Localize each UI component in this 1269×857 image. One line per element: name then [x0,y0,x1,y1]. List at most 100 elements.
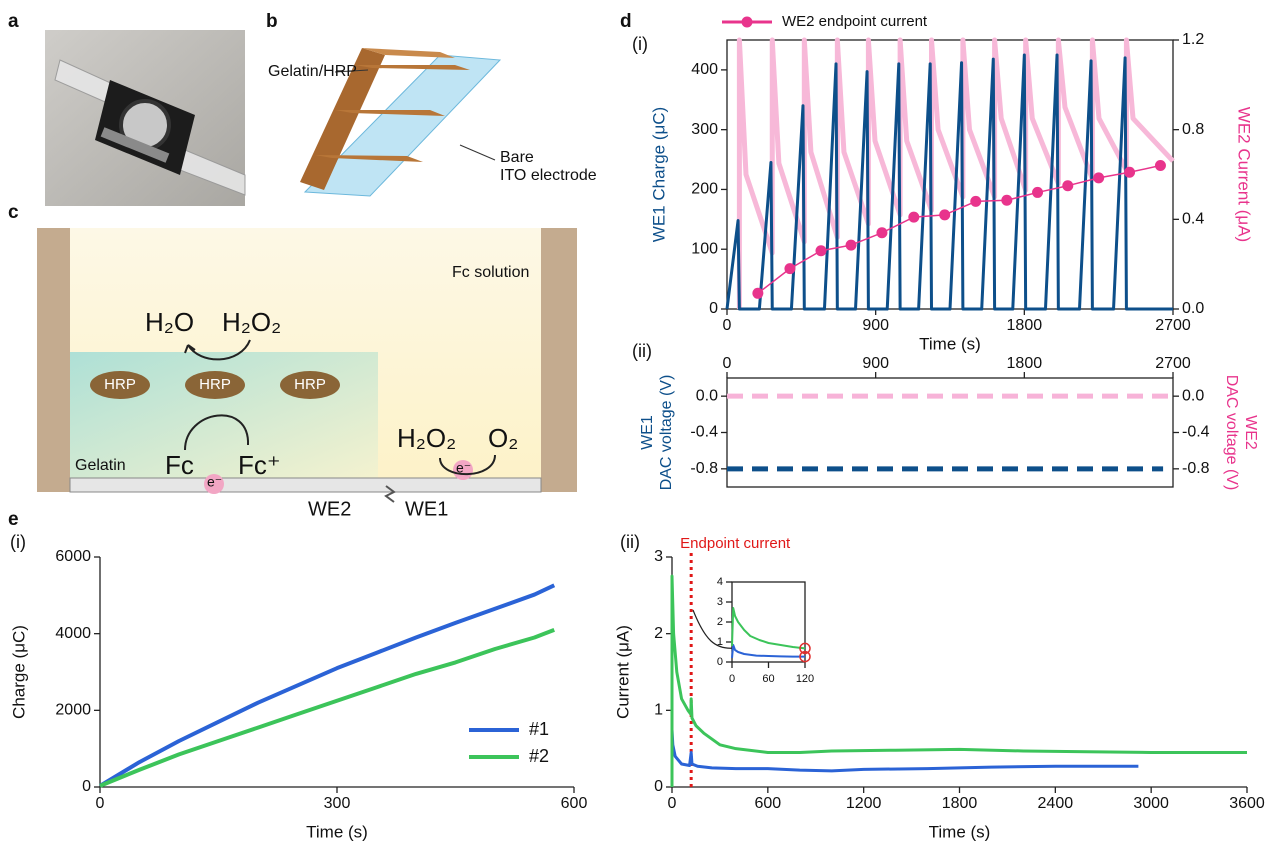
y2-tick-label: -0.4 [1182,424,1210,441]
x-tick-label: 1800 [942,795,978,812]
marker [1155,160,1166,171]
y-tick-label: 1 [717,636,723,648]
y2-tick-label: 1.2 [1182,31,1204,48]
y-tick-label: 4 [717,576,723,588]
label: H₂O₂ [222,307,281,337]
y-tick-label: 100 [691,240,718,257]
figure: a b c d e Gelatin/HRP Bare ITO electrode… [0,0,1269,857]
panel-label: a [8,11,19,32]
label: O₂ [488,423,518,453]
x-axis-label: Time (s) [306,822,368,841]
subpanel-title: (i) [632,34,648,54]
series-line [732,608,805,648]
y-tick-label: 1 [654,702,663,719]
marker [908,212,919,223]
label: WE2 [308,498,351,520]
label: Gelatin [75,457,126,474]
y-tick-label: 3 [654,548,663,565]
y2-tick-label: 0.8 [1182,121,1204,138]
x-tick-label: 0 [729,673,735,685]
electrode-diagram: Gelatin/HRP Bare ITO electrode [268,48,597,196]
marker [939,209,950,220]
y-axis-label: Current (μA) [613,625,632,719]
subpanel-title: (i) [10,532,26,552]
marker [784,263,795,274]
y-axis-label: WE1 [639,415,656,450]
y2-axis-label: WE2 [1242,415,1259,450]
x-tick-label: 0 [723,317,732,334]
label: Fc⁺ [238,450,281,480]
legend-label: WE2 endpoint current [782,13,928,30]
subpanel-title: (ii) [632,341,652,361]
annotation: Endpoint current [680,535,791,552]
label: HRP [104,376,136,393]
y-tick-label: 3 [717,596,723,608]
panel-label: e [8,509,19,530]
x-tick-label: 1800 [1007,355,1043,372]
label: Gelatin/HRP [268,63,357,80]
x-tick-label: 3600 [1229,795,1265,812]
marker [970,196,981,207]
marker [1032,187,1043,198]
label: HRP [294,376,326,393]
y-tick-label: 2 [654,625,663,642]
marker [752,288,763,299]
x-tick-label: 600 [561,795,588,812]
y-tick-label: -0.4 [690,424,718,441]
x-tick-label: 0 [668,795,677,812]
x-tick-label: 1800 [1007,317,1043,334]
y-tick-label: 200 [691,181,718,198]
legend-label: #1 [529,719,549,739]
marker [1062,180,1073,191]
y-axis-label: DAC voltage (V) [658,375,675,491]
marker [846,240,857,251]
y-axis-label: Charge (μC) [9,625,28,719]
y-tick-label: 0 [654,778,663,795]
x-tick-label: 2700 [1155,317,1191,334]
marker [876,227,887,238]
label: H₂O [145,307,194,337]
y-tick-label: 400 [691,61,718,78]
x-axis-label: Time (s) [929,822,991,841]
y2-axis-label: DAC voltage (V) [1223,375,1240,491]
y-tick-label: 2000 [55,702,91,719]
x-tick-label: 0 [723,355,732,372]
y2-tick-label: 0.0 [1182,300,1204,317]
plot-frame [732,582,805,662]
y-tick-label: 0 [717,656,723,668]
x-tick-label: 600 [754,795,781,812]
label: ITO electrode [500,167,597,184]
panel-label: b [266,11,278,32]
panel-label: c [8,202,19,223]
y-tick-label: 0 [709,300,718,317]
y2-tick-label: 0.4 [1182,211,1204,228]
x-tick-label: 0 [96,795,105,812]
y-tick-label: 6000 [55,548,91,565]
legend-marker [742,17,753,28]
y2-tick-label: -0.8 [1182,460,1210,477]
x-tick-label: 300 [324,795,351,812]
y-tick-label: 300 [691,121,718,138]
label: Bare [500,149,534,166]
series-line [672,730,1138,788]
y-tick-label: 4000 [55,625,91,642]
x-tick-label: 60 [762,673,774,685]
label: HRP [199,376,231,393]
label: Fc solution [452,264,529,281]
series-line [672,576,1247,787]
label: e⁻ [207,474,222,490]
device-photo [45,30,245,206]
subpanel-title: (ii) [620,532,640,552]
y2-axis-label: WE2 Current (μA) [1235,107,1254,242]
x-tick-label: 900 [862,355,889,372]
x-tick-label: 2400 [1038,795,1074,812]
x-tick-label: 120 [796,673,814,685]
marker [1001,195,1012,206]
label: H₂O₂ [397,423,456,453]
reaction-diagram: Fc solution H₂O H₂O₂ HRP HRP HRP Fc Fc⁺ … [37,228,577,520]
y-tick-label: 0.0 [696,387,718,404]
marker [1124,167,1135,178]
marker [1093,172,1104,183]
label: WE1 [405,498,448,520]
x-axis-label: Time (s) [919,334,981,353]
